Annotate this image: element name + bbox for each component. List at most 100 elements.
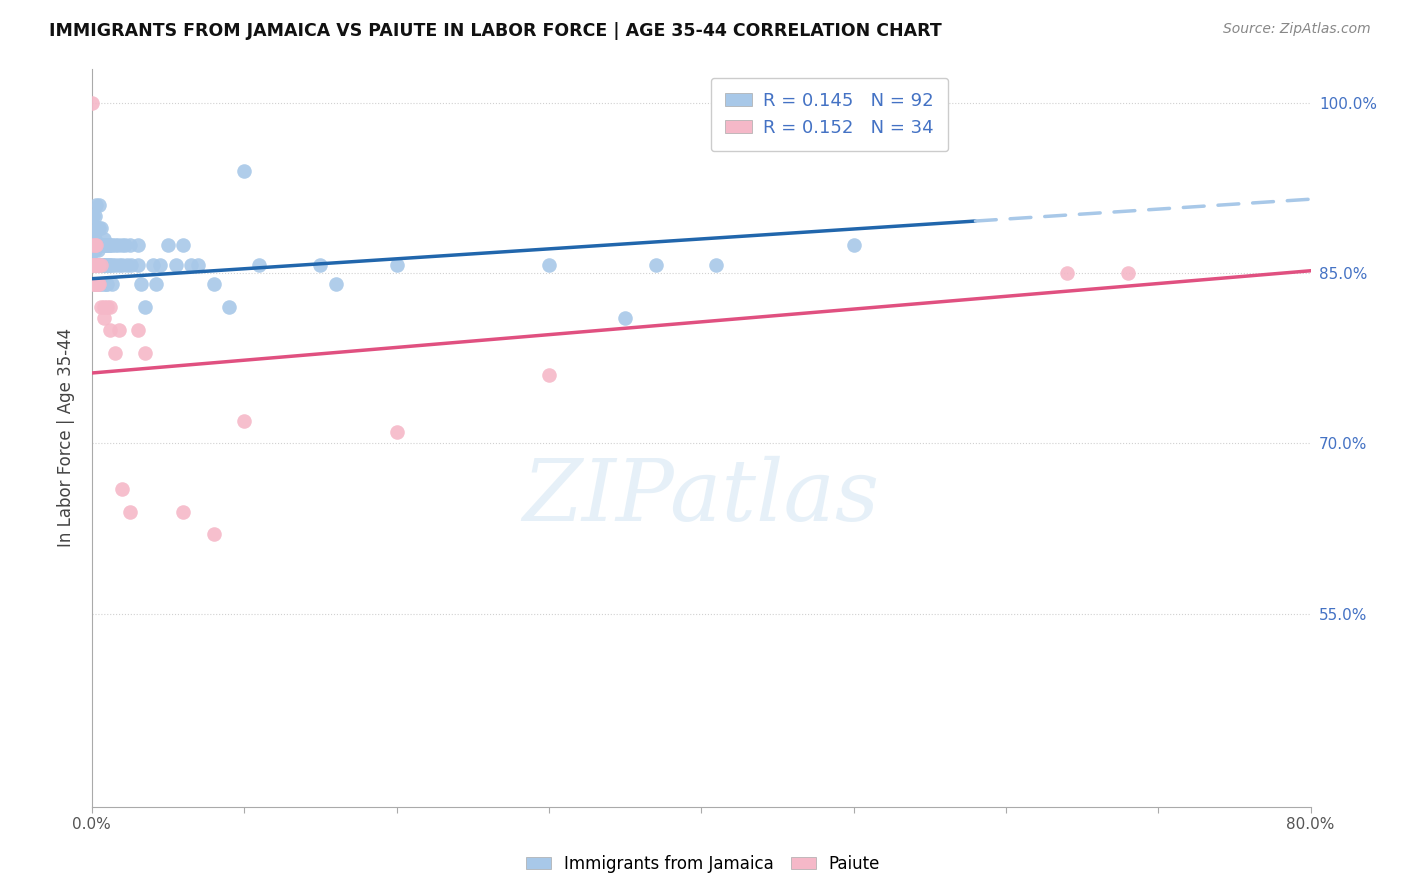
Point bbox=[96, 277, 118, 292]
Point bbox=[86, 237, 108, 252]
Point bbox=[87, 258, 110, 272]
Point bbox=[537, 368, 560, 383]
Point bbox=[100, 258, 122, 272]
Point bbox=[98, 258, 121, 272]
Point bbox=[86, 277, 108, 292]
Point bbox=[108, 323, 131, 337]
Point bbox=[89, 277, 111, 292]
Point bbox=[86, 277, 108, 292]
Point bbox=[157, 237, 180, 252]
Point bbox=[111, 237, 134, 252]
Point bbox=[80, 254, 103, 268]
Point bbox=[98, 237, 121, 252]
Point bbox=[93, 311, 115, 326]
Point bbox=[127, 258, 149, 272]
Point bbox=[93, 258, 115, 272]
Point bbox=[80, 258, 103, 272]
Point bbox=[82, 258, 104, 272]
Point bbox=[111, 482, 134, 496]
Point bbox=[120, 258, 142, 272]
Point bbox=[118, 237, 141, 252]
Point bbox=[127, 323, 149, 337]
Point bbox=[108, 258, 131, 272]
Point bbox=[87, 237, 110, 252]
Point bbox=[100, 237, 122, 252]
Point bbox=[83, 277, 105, 292]
Point bbox=[325, 277, 347, 292]
Point bbox=[172, 237, 194, 252]
Point bbox=[93, 300, 115, 314]
Point bbox=[80, 258, 103, 272]
Text: ZIPatlas: ZIPatlas bbox=[523, 456, 880, 538]
Point bbox=[83, 244, 105, 258]
Point bbox=[82, 277, 104, 292]
Point bbox=[90, 237, 112, 252]
Point bbox=[87, 277, 110, 292]
Point bbox=[89, 198, 111, 212]
Point bbox=[104, 345, 127, 359]
Point bbox=[86, 220, 108, 235]
Point bbox=[385, 258, 408, 272]
Point bbox=[90, 258, 112, 272]
Point bbox=[86, 237, 108, 252]
Point bbox=[89, 258, 111, 272]
Point bbox=[90, 258, 112, 272]
Point bbox=[89, 237, 111, 252]
Point bbox=[87, 277, 110, 292]
Point bbox=[202, 277, 225, 292]
Point bbox=[83, 237, 105, 252]
Point bbox=[86, 198, 108, 212]
Point bbox=[134, 300, 156, 314]
Point bbox=[93, 232, 115, 246]
Point bbox=[93, 277, 115, 292]
Legend: R = 0.145   N = 92, R = 0.152   N = 34: R = 0.145 N = 92, R = 0.152 N = 34 bbox=[710, 78, 948, 152]
Point bbox=[706, 258, 728, 272]
Point bbox=[86, 237, 108, 252]
Point bbox=[91, 258, 114, 272]
Point bbox=[80, 95, 103, 110]
Point bbox=[90, 237, 112, 252]
Point bbox=[104, 258, 127, 272]
Point bbox=[309, 258, 332, 272]
Point bbox=[80, 237, 103, 252]
Point bbox=[93, 237, 115, 252]
Point bbox=[89, 277, 111, 292]
Point bbox=[80, 244, 103, 258]
Point bbox=[114, 237, 136, 252]
Point bbox=[202, 527, 225, 541]
Point bbox=[94, 258, 117, 272]
Point bbox=[97, 237, 120, 252]
Point bbox=[87, 258, 110, 272]
Point bbox=[89, 237, 111, 252]
Point bbox=[87, 237, 110, 252]
Point bbox=[90, 277, 112, 292]
Point bbox=[104, 237, 127, 252]
Point bbox=[96, 237, 118, 252]
Point bbox=[233, 163, 256, 178]
Point bbox=[94, 237, 117, 252]
Point bbox=[149, 258, 172, 272]
Point bbox=[98, 300, 121, 314]
Point bbox=[82, 232, 104, 246]
Point bbox=[86, 258, 108, 272]
Point bbox=[82, 258, 104, 272]
Point bbox=[90, 258, 112, 272]
Point bbox=[537, 258, 560, 272]
Point bbox=[83, 232, 105, 246]
Point bbox=[218, 300, 240, 314]
Point bbox=[98, 323, 121, 337]
Point bbox=[115, 258, 138, 272]
Point bbox=[83, 209, 105, 223]
Text: Source: ZipAtlas.com: Source: ZipAtlas.com bbox=[1223, 22, 1371, 37]
Point bbox=[172, 505, 194, 519]
Point bbox=[86, 258, 108, 272]
Point bbox=[90, 300, 112, 314]
Point bbox=[107, 237, 129, 252]
Point bbox=[644, 258, 666, 272]
Point bbox=[129, 277, 152, 292]
Point bbox=[96, 300, 118, 314]
Point bbox=[100, 277, 122, 292]
Point bbox=[89, 258, 111, 272]
Point bbox=[145, 277, 167, 292]
Point bbox=[385, 425, 408, 439]
